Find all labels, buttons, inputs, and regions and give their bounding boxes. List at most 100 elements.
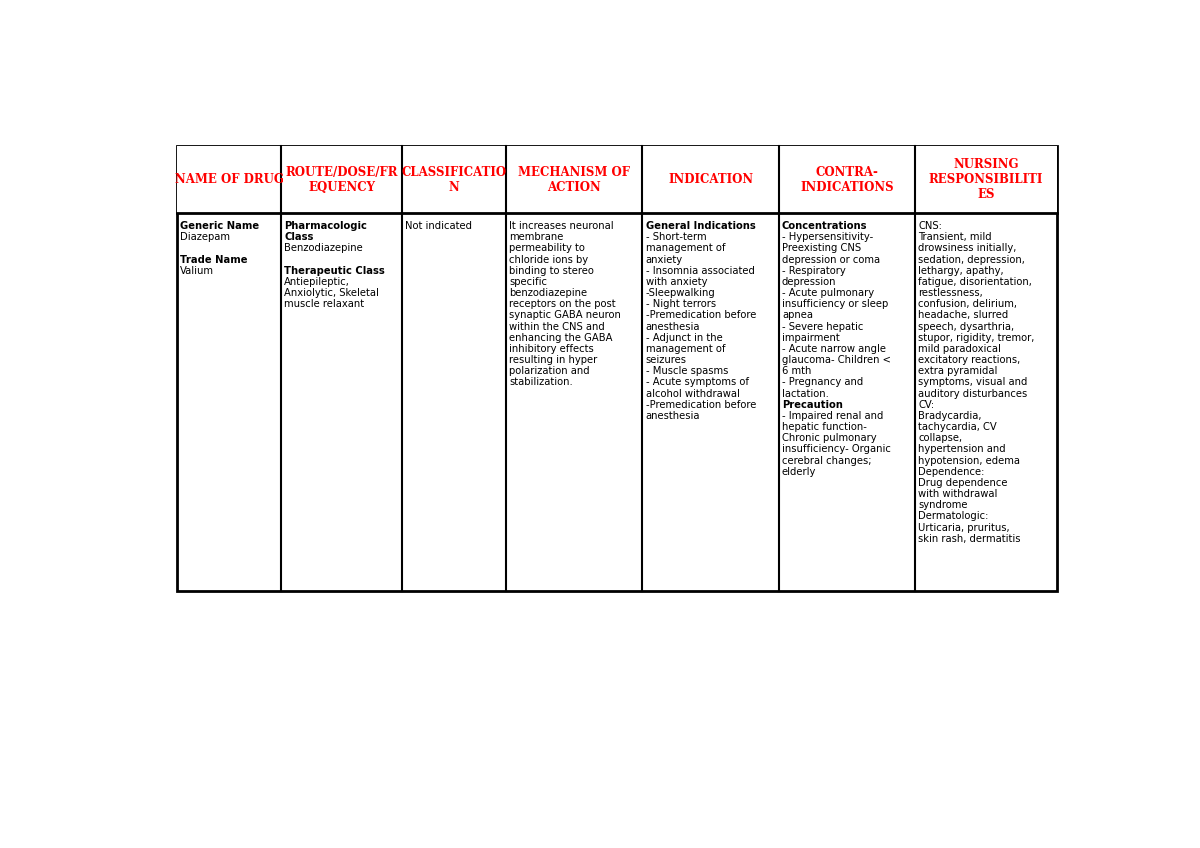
Text: INDICATION: INDICATION xyxy=(668,173,754,187)
Text: drowsiness initially,: drowsiness initially, xyxy=(918,243,1016,254)
Text: with anxiety: with anxiety xyxy=(646,277,707,287)
Text: - Muscle spasms: - Muscle spasms xyxy=(646,366,728,377)
Text: - Hypersensitivity-: - Hypersensitivity- xyxy=(782,232,874,243)
Bar xyxy=(178,147,1057,214)
Text: - Acute symptoms of: - Acute symptoms of xyxy=(646,377,749,388)
Text: confusion, delirium,: confusion, delirium, xyxy=(918,299,1018,310)
Text: - Adjunct in the: - Adjunct in the xyxy=(646,332,722,343)
Text: mild paradoxical: mild paradoxical xyxy=(918,344,1001,354)
Text: - Severe hepatic: - Severe hepatic xyxy=(782,321,863,332)
Text: anesthesia: anesthesia xyxy=(646,411,700,421)
Text: receptors on the post: receptors on the post xyxy=(509,299,616,310)
Text: cerebral changes;: cerebral changes; xyxy=(782,455,871,466)
Text: speech, dysarthria,: speech, dysarthria, xyxy=(918,321,1014,332)
Text: Bradycardia,: Bradycardia, xyxy=(918,411,982,421)
Text: Preexisting CNS: Preexisting CNS xyxy=(782,243,862,254)
Text: Benzodiazepine: Benzodiazepine xyxy=(284,243,362,254)
Text: seizures: seizures xyxy=(646,355,686,365)
Text: inhibitory effects: inhibitory effects xyxy=(509,344,594,354)
Text: permeability to: permeability to xyxy=(509,243,586,254)
Text: insufficiency- Organic: insufficiency- Organic xyxy=(782,444,890,455)
Text: specific: specific xyxy=(509,277,547,287)
Text: depression or coma: depression or coma xyxy=(782,254,880,265)
Text: Trade Name: Trade Name xyxy=(180,254,247,265)
Text: - Impaired renal and: - Impaired renal and xyxy=(782,411,883,421)
Text: - Night terrors: - Night terrors xyxy=(646,299,715,310)
Text: Concentrations: Concentrations xyxy=(782,221,868,232)
Text: Therapeutic Class: Therapeutic Class xyxy=(284,265,385,276)
Text: CV:: CV: xyxy=(918,399,935,410)
Text: - Insomnia associated: - Insomnia associated xyxy=(646,265,755,276)
Text: anxiety: anxiety xyxy=(646,254,683,265)
Text: elderly: elderly xyxy=(782,466,816,477)
Text: within the CNS and: within the CNS and xyxy=(509,321,605,332)
Text: management of: management of xyxy=(646,344,725,354)
Text: headache, slurred: headache, slurred xyxy=(918,310,1008,321)
Text: Dermatologic:: Dermatologic: xyxy=(918,511,989,522)
Text: auditory disturbances: auditory disturbances xyxy=(918,388,1027,399)
Text: tachycardia, CV: tachycardia, CV xyxy=(918,422,997,432)
Text: binding to stereo: binding to stereo xyxy=(509,265,594,276)
Text: General Indications: General Indications xyxy=(646,221,755,232)
Text: apnea: apnea xyxy=(782,310,812,321)
Bar xyxy=(178,147,1057,591)
Text: Precaution: Precaution xyxy=(782,399,842,410)
Text: syndrome: syndrome xyxy=(918,500,967,510)
Text: - Acute narrow angle: - Acute narrow angle xyxy=(782,344,886,354)
Text: with withdrawal: with withdrawal xyxy=(918,489,997,499)
Text: Antiepileptic,: Antiepileptic, xyxy=(284,277,350,287)
Text: muscle relaxant: muscle relaxant xyxy=(284,299,364,310)
Text: depression: depression xyxy=(782,277,836,287)
Text: - Pregnancy and: - Pregnancy and xyxy=(782,377,863,388)
Text: polarization and: polarization and xyxy=(509,366,590,377)
Text: anesthesia: anesthesia xyxy=(646,321,700,332)
Text: MECHANISM OF
ACTION: MECHANISM OF ACTION xyxy=(518,166,630,194)
Text: lactation.: lactation. xyxy=(782,388,829,399)
Text: collapse,: collapse, xyxy=(918,433,962,444)
Text: resulting in hyper: resulting in hyper xyxy=(509,355,598,365)
Text: extra pyramidal: extra pyramidal xyxy=(918,366,997,377)
Text: hepatic function-: hepatic function- xyxy=(782,422,866,432)
Text: hypotension, edema: hypotension, edema xyxy=(918,455,1020,466)
Text: enhancing the GABA: enhancing the GABA xyxy=(509,332,613,343)
Text: CLASSIFICATIO
N: CLASSIFICATIO N xyxy=(402,166,506,194)
Text: chloride ions by: chloride ions by xyxy=(509,254,588,265)
Text: restlessness,: restlessness, xyxy=(918,288,983,298)
Text: excitatory reactions,: excitatory reactions, xyxy=(918,355,1020,365)
Text: ROUTE/DOSE/FR
EQUENCY: ROUTE/DOSE/FR EQUENCY xyxy=(286,166,398,194)
Text: - Acute pulmonary: - Acute pulmonary xyxy=(782,288,874,298)
Text: alcohol withdrawal: alcohol withdrawal xyxy=(646,388,739,399)
Text: Dependence:: Dependence: xyxy=(918,466,985,477)
Text: benzodiazepine: benzodiazepine xyxy=(509,288,587,298)
Text: Drug dependence: Drug dependence xyxy=(918,478,1008,488)
Text: stabilization.: stabilization. xyxy=(509,377,572,388)
Text: Anxiolytic, Skeletal: Anxiolytic, Skeletal xyxy=(284,288,379,298)
Text: -Premedication before: -Premedication before xyxy=(646,399,756,410)
Text: 6 mth: 6 mth xyxy=(782,366,811,377)
Text: Class: Class xyxy=(284,232,313,243)
Text: Diazepam: Diazepam xyxy=(180,232,230,243)
Text: - Short-term: - Short-term xyxy=(646,232,706,243)
Text: NURSING
RESPONSIBILITI
ES: NURSING RESPONSIBILITI ES xyxy=(929,159,1043,202)
Text: sedation, depression,: sedation, depression, xyxy=(918,254,1025,265)
Text: synaptic GABA neuron: synaptic GABA neuron xyxy=(509,310,622,321)
Text: lethargy, apathy,: lethargy, apathy, xyxy=(918,265,1004,276)
Text: insufficiency or sleep: insufficiency or sleep xyxy=(782,299,888,310)
Text: Valium: Valium xyxy=(180,265,215,276)
Text: Generic Name: Generic Name xyxy=(180,221,259,232)
Text: Pharmacologic: Pharmacologic xyxy=(284,221,367,232)
Text: hypertension and: hypertension and xyxy=(918,444,1006,455)
Text: Chronic pulmonary: Chronic pulmonary xyxy=(782,433,876,444)
Text: symptoms, visual and: symptoms, visual and xyxy=(918,377,1027,388)
Text: impairment: impairment xyxy=(782,332,840,343)
Text: fatigue, disorientation,: fatigue, disorientation, xyxy=(918,277,1032,287)
Text: glaucoma- Children <: glaucoma- Children < xyxy=(782,355,890,365)
Text: Not indicated: Not indicated xyxy=(406,221,473,232)
Text: skin rash, dermatitis: skin rash, dermatitis xyxy=(918,533,1021,544)
Text: CONTRA-
INDICATIONS: CONTRA- INDICATIONS xyxy=(800,166,894,194)
Text: stupor, rigidity, tremor,: stupor, rigidity, tremor, xyxy=(918,332,1034,343)
Text: management of: management of xyxy=(646,243,725,254)
Text: membrane: membrane xyxy=(509,232,564,243)
Text: -Premedication before: -Premedication before xyxy=(646,310,756,321)
Text: It increases neuronal: It increases neuronal xyxy=(509,221,614,232)
